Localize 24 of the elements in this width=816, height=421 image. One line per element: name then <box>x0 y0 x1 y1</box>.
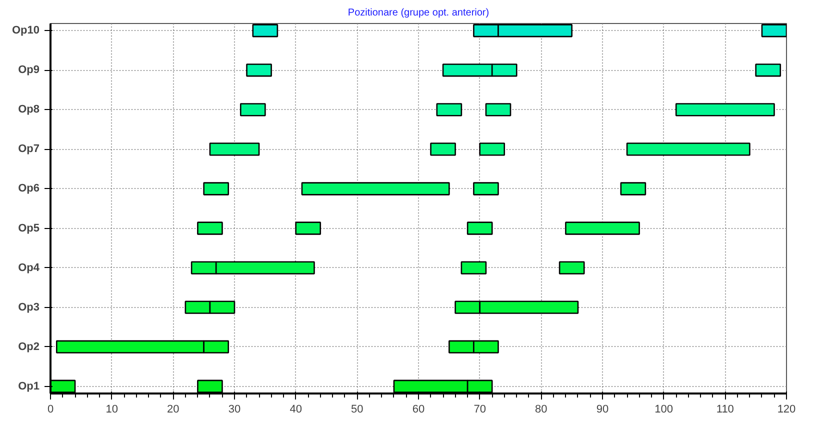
x-tick-label: 40 <box>290 404 302 416</box>
y-tick-label: Op2 <box>18 340 40 353</box>
y-tick-label: Op1 <box>18 380 40 392</box>
x-tick-label: 100 <box>654 404 674 416</box>
y-tick-label: Op8 <box>18 104 40 116</box>
y-tick-label: Op7 <box>18 143 40 156</box>
y-tick-label: Op6 <box>18 182 40 195</box>
y-tick-label: Op4 <box>18 262 40 274</box>
chart-title: Pozitionare (grupe opt. anterior) <box>348 8 490 18</box>
y-tick-label: Op3 <box>18 301 40 314</box>
x-tick-label: 80 <box>535 404 548 416</box>
y-tick-label: Op10 <box>12 24 40 37</box>
x-tick-label: 30 <box>228 404 241 416</box>
x-tick-label: 60 <box>412 404 425 416</box>
y-tick-label: Op5 <box>18 222 40 234</box>
x-tick-label: 90 <box>596 404 609 416</box>
x-tick-label: 70 <box>474 404 486 416</box>
x-tick-label: 10 <box>106 404 118 416</box>
x-tick-label: 20 <box>167 404 180 416</box>
x-tick-label: 110 <box>716 404 734 416</box>
x-tick-label: 0 <box>47 404 54 416</box>
x-tick-label: 50 <box>351 404 364 416</box>
x-tick-label: 120 <box>777 404 796 416</box>
y-tick-label: Op9 <box>18 64 40 76</box>
